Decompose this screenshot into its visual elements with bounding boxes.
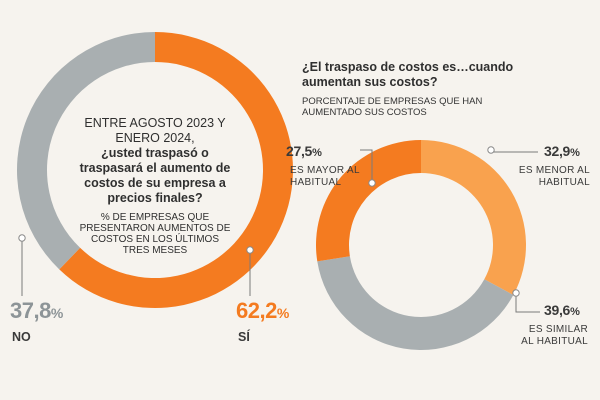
right-chart-subtitle: PORCENTAJE DE EMPRESAS QUE HAN AUMENTADO… bbox=[302, 96, 483, 118]
menor-leader-line bbox=[490, 148, 538, 153]
right-donut-chart bbox=[316, 140, 526, 350]
left-donut-slice-1 bbox=[16, 32, 155, 270]
left-chart-subtitle: % DE EMPRESAS QUE PRESENTARON AUMENTOS D… bbox=[79, 212, 231, 256]
similar-category-label: ES SIMILAR AL HABITUAL bbox=[521, 324, 588, 347]
menor-category-label: ES MENOR AL HABITUAL bbox=[518, 165, 590, 188]
similar-value-label: 39,6% bbox=[544, 302, 580, 318]
no-category-label: NO bbox=[12, 330, 31, 344]
no-value-label: 37,8% bbox=[10, 298, 63, 323]
yes-category-label: SÍ bbox=[238, 330, 250, 344]
similar-leader-dot bbox=[512, 289, 520, 297]
right-donut-slice-1 bbox=[317, 256, 514, 350]
mayor-category-label: ES MAYOR AL HABITUAL bbox=[290, 165, 360, 188]
right-chart-title: ¿El traspaso de costos es…cuando aumenta… bbox=[302, 60, 514, 89]
left-chart-title-question: ¿usted traspasó o traspasará el aumento … bbox=[79, 146, 231, 205]
right-donut-slice-2 bbox=[316, 140, 421, 262]
similar-leader-line bbox=[515, 293, 540, 313]
no-leader-dot bbox=[18, 234, 26, 242]
leader-lines bbox=[18, 146, 540, 313]
right-donut-slice-0 bbox=[421, 140, 526, 296]
yes-leader-dot bbox=[246, 246, 254, 254]
left-donut-chart bbox=[16, 32, 293, 308]
mayor-leader-dot bbox=[368, 179, 376, 187]
left-chart-title: ENTRE AGOSTO 2023 Y ENERO 2024, ¿usted t… bbox=[78, 116, 232, 256]
menor-value-label: 32,9% bbox=[544, 143, 580, 159]
yes-value-label: 62,2% bbox=[236, 298, 289, 323]
mayor-leader-line bbox=[360, 149, 373, 183]
left-chart-title-lead: ENTRE AGOSTO 2023 Y ENERO 2024, bbox=[84, 116, 226, 145]
left-donut-slice-0 bbox=[59, 32, 293, 308]
mayor-value-label: 27,5% bbox=[286, 143, 322, 159]
menor-leader-dot bbox=[487, 146, 495, 154]
